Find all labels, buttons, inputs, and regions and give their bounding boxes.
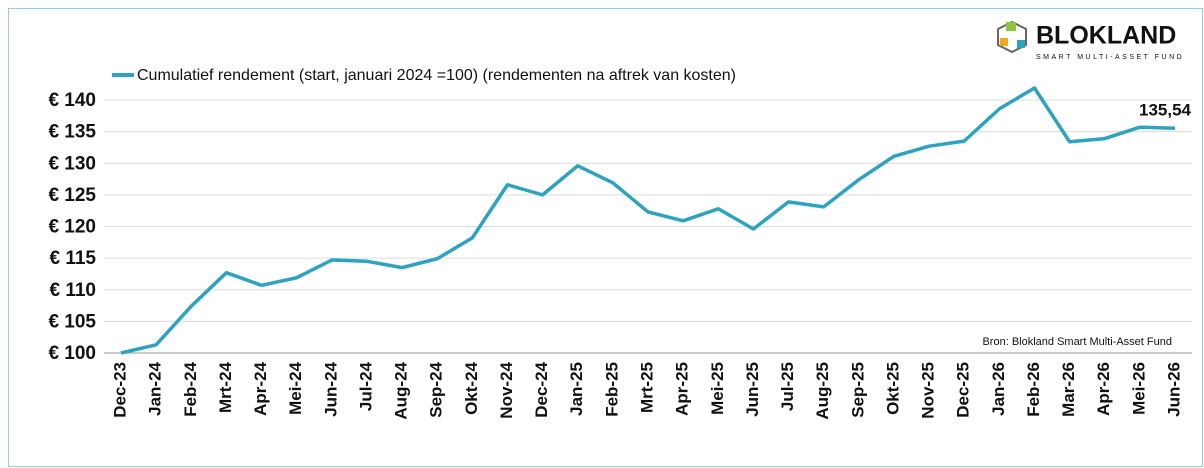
brand-tagline: SMART MULTI-ASSET FUND (1036, 54, 1184, 61)
x-tick-label: Jan-24 (146, 361, 165, 415)
x-tick-label: Dec-24 (532, 361, 551, 417)
x-tick-label: Apr-25 (673, 362, 692, 416)
x-tick-label: Feb-26 (1024, 362, 1043, 417)
data-label: 135,54 (1139, 101, 1192, 120)
x-tick-label: Jan-25 (567, 362, 586, 416)
frame (8, 8, 1203, 467)
x-tick-label: Mrt-24 (216, 361, 235, 413)
y-tick-label: € 135 (48, 122, 96, 143)
x-tick-label: Sep-25 (848, 362, 867, 418)
x-tick-label: Jun-26 (1164, 362, 1183, 417)
x-tick-label: Aug-24 (392, 361, 411, 419)
x-tick-label: Jun-24 (321, 361, 340, 416)
x-tick-label: Dec-25 (954, 362, 973, 418)
x-tick-label: Sep-24 (427, 361, 446, 417)
x-tick-label: Mrt-25 (637, 362, 656, 413)
legend-label: Cumulatief rendement (start, januari 202… (137, 67, 736, 84)
x-tick-label: Dec-23 (110, 362, 129, 418)
source: Bron: Blokland Smart Multi-Asset Fund (982, 336, 1172, 348)
x-tick-label: Mei-25 (708, 362, 727, 415)
y-tick-label: € 120 (48, 217, 96, 238)
x-tick-label: Jun-25 (743, 362, 762, 417)
x-tick-label: Apr-26 (1094, 362, 1113, 416)
y-tick-label: € 125 (48, 185, 96, 206)
y-tick-label: € 110 (50, 280, 97, 301)
x-tick-label: Okt-24 (462, 361, 481, 414)
x-tick-label: Feb-25 (602, 362, 621, 417)
x-tick-label: Nov-25 (919, 362, 938, 419)
x-tick-label: Jan-26 (989, 362, 1008, 416)
brand-name: BLOKLAND (1036, 22, 1176, 50)
line (120, 86, 1176, 355)
x-tick-label: Jul-25 (778, 362, 797, 411)
x-tick-label: Feb-24 (181, 361, 200, 416)
x-tick-label: Mei-24 (286, 361, 305, 414)
y-tick-label: € 100 (48, 343, 96, 364)
x-tick-label: Okt-25 (883, 362, 902, 415)
x-tick-label: Mar-26 (1059, 362, 1078, 417)
x-tick-label: Apr-24 (251, 361, 270, 415)
y-tick-label: € 115 (50, 248, 97, 269)
y-tick-label: € 105 (48, 311, 96, 332)
logo-icon (997, 20, 1027, 54)
x-tick-label: Mei-26 (1129, 362, 1148, 415)
x-tick-label: Jul-24 (356, 361, 375, 411)
x-tick-label: Aug-25 (813, 362, 832, 420)
y-tick-label: € 140 (48, 90, 96, 111)
x-tick-label: Nov-24 (497, 361, 516, 418)
y-tick-label: € 130 (48, 153, 96, 174)
